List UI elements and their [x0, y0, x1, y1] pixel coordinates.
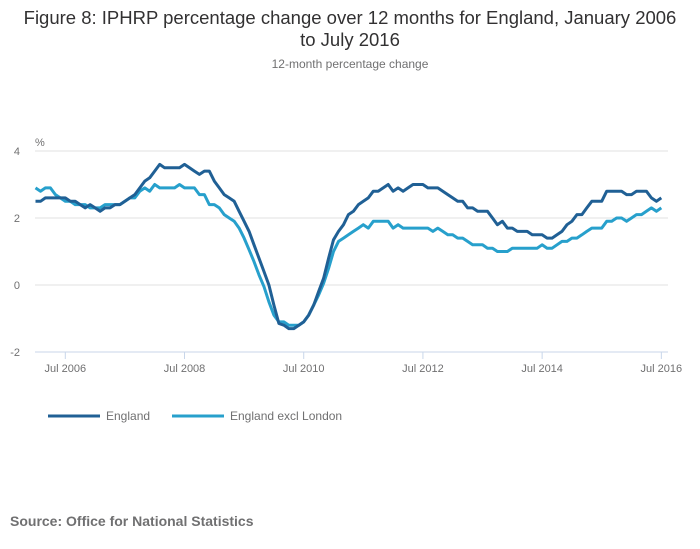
- x-tick-label: Jul 2006: [45, 363, 87, 375]
- x-tick-label: Jul 2010: [283, 363, 325, 375]
- legend-label: England excl London: [230, 409, 342, 423]
- series-line-england-excl-london: [34, 183, 663, 327]
- source-note: Source: Office for National Statistics: [10, 513, 254, 529]
- legend-item: England excl London: [172, 409, 342, 423]
- chart-subtitle: 12-month percentage change: [271, 57, 429, 71]
- series-line-england: [35, 162, 663, 331]
- x-tick-label: Jul 2012: [402, 363, 444, 375]
- x-tick-label: Jul 2008: [164, 363, 206, 375]
- y-axis-label: %: [35, 137, 45, 149]
- y-tick-label: 0: [14, 280, 20, 292]
- y-tick-label: 4: [14, 146, 20, 158]
- chart-title: Figure 8: IPHRP percentage change over 1…: [23, 7, 677, 50]
- x-tick-label: Jul 2016: [641, 363, 683, 375]
- legend-item: England: [48, 409, 150, 423]
- x-tick-label: Jul 2014: [521, 363, 563, 375]
- y-tick-label: 2: [14, 213, 20, 225]
- legend-label: England: [106, 409, 150, 423]
- y-tick-label: -2: [10, 347, 20, 359]
